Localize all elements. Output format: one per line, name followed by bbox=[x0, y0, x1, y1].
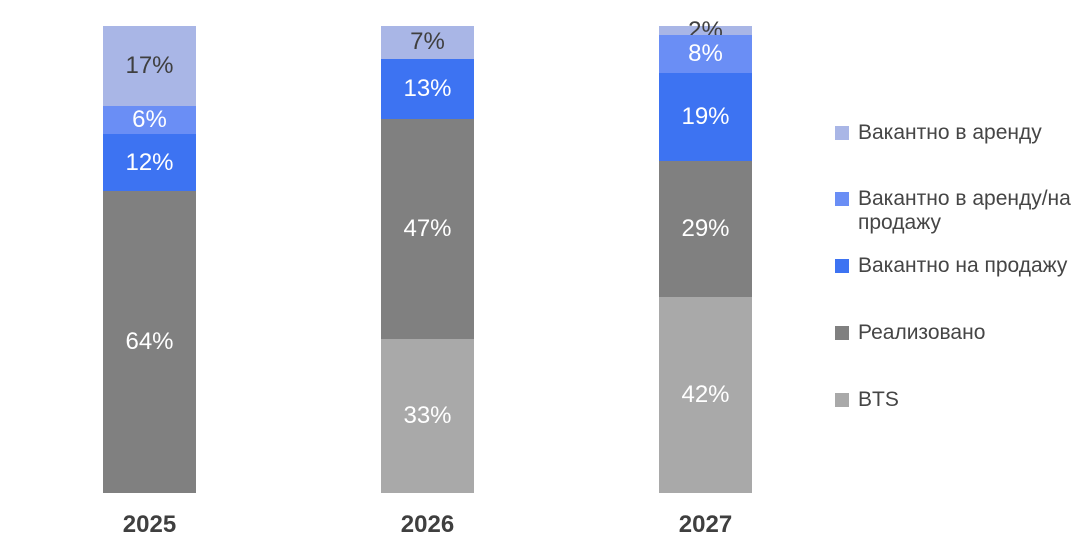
segment-value-label: 8% bbox=[688, 40, 723, 68]
x-axis-label-2027: 2027 bbox=[678, 511, 733, 538]
segment-value-label: 42% bbox=[681, 380, 730, 408]
bar-2027: 2% 8% 19% 29% 42% bbox=[659, 18, 752, 494]
x-axis-label-2026: 2026 bbox=[400, 511, 455, 538]
bar-2025: 17% 6% 12% 64% bbox=[103, 26, 196, 493]
bar-segment: 42% bbox=[659, 296, 752, 494]
x-axis-label-2025: 2025 bbox=[122, 511, 177, 538]
bar-segment: 29% bbox=[659, 161, 752, 297]
segment-value-label: 6% bbox=[132, 106, 167, 134]
bar-2026: 7% 13% 47% 33% bbox=[381, 26, 474, 493]
bar-segment: 13% bbox=[381, 58, 474, 120]
bar-segment: 8% bbox=[659, 35, 752, 73]
segment-value-label: 19% bbox=[681, 103, 730, 131]
bar-segment: 2% bbox=[659, 18, 752, 42]
segment-value-label: 17% bbox=[125, 52, 174, 80]
segment-value-label: 47% bbox=[403, 215, 452, 243]
bar-segment: 17% bbox=[103, 26, 196, 107]
bar-segment: 12% bbox=[103, 134, 196, 192]
segment-value-label: 64% bbox=[125, 328, 174, 356]
segment-value-label: 29% bbox=[681, 215, 730, 243]
segment-value-label: 33% bbox=[403, 401, 452, 429]
bar-segment: 64% bbox=[103, 191, 196, 493]
segment-value-label: 13% bbox=[403, 75, 452, 103]
segment-value-label: 12% bbox=[125, 148, 174, 176]
bar-segment: 6% bbox=[103, 106, 196, 135]
bar-segment: 19% bbox=[659, 72, 752, 162]
bar-segment: 33% bbox=[381, 338, 474, 493]
bar-segment: 7% bbox=[381, 26, 474, 59]
bar-segment: 47% bbox=[381, 119, 474, 339]
segment-value-label: 7% bbox=[410, 28, 445, 56]
